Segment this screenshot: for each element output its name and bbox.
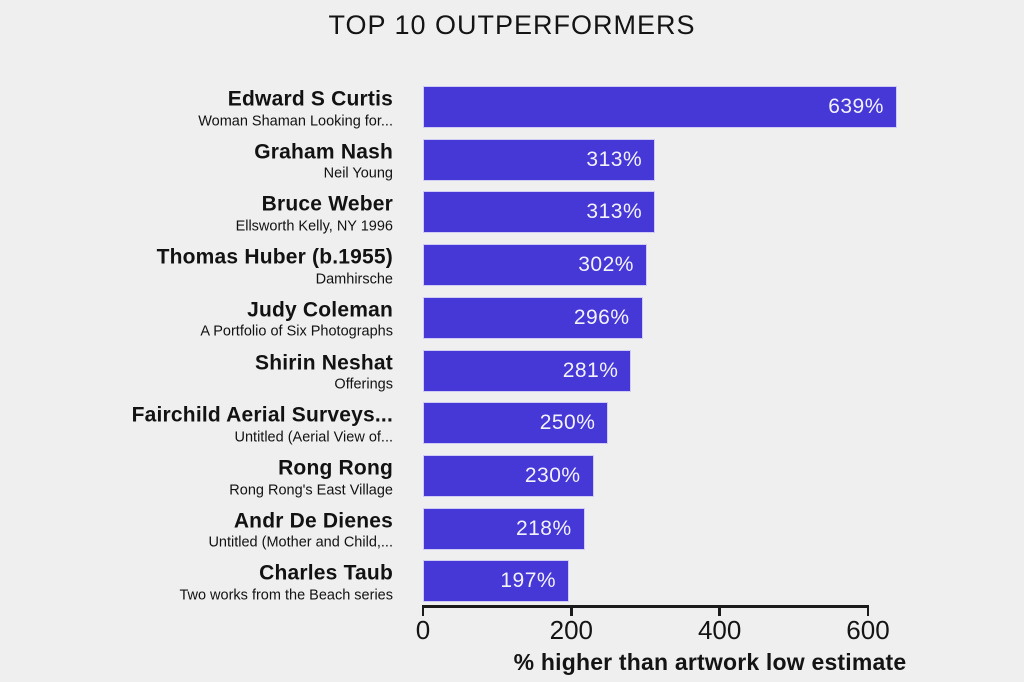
bar-value-label: 218%: [515, 516, 572, 540]
bar: 313%: [423, 191, 656, 234]
bar-row: Shirin Neshat Offerings 281%: [0, 349, 1024, 393]
bar-row: Graham Nash Neil Young 313%: [0, 138, 1024, 182]
x-axis-line: [421, 605, 870, 608]
bar-value-label: 296%: [573, 305, 630, 329]
category-label: Judy Coleman A Portfolio of Six Photograp…: [13, 298, 393, 340]
bar-row: Thomas Huber (b.1955) Damhirsche 302%: [0, 244, 1024, 288]
category-label: Charles Taub Two works from the Beach ser…: [13, 562, 393, 604]
x-axis-tick-mark: [718, 605, 721, 616]
bar-row: Bruce Weber Ellsworth Kelly, NY 1996 313%: [0, 191, 1024, 235]
bar-value-label: 639%: [828, 95, 884, 118]
x-axis-tick-label: 400: [697, 615, 742, 645]
category-label: Rong Rong Rong Rong's East Village: [13, 457, 393, 499]
x-axis-tick-mark: [421, 605, 425, 616]
category-label: Shirin Neshat Offerings: [13, 351, 393, 393]
bar-value-label: 197%: [500, 569, 557, 593]
category-label: Graham Nash Neil Young: [13, 140, 393, 182]
artist-name: Andr De Dienes: [233, 509, 393, 533]
artist-name: Charles Taub: [259, 562, 393, 586]
bar-row: Charles Taub Two works from the Beach ser…: [0, 560, 1024, 604]
x-axis-tick-label: 200: [549, 615, 594, 645]
artist-name: Bruce Weber: [261, 193, 393, 217]
artist-name: Graham Nash: [254, 140, 393, 164]
bar: 296%: [423, 296, 643, 339]
artwork-title: Neil Young: [323, 165, 393, 182]
bar-row: Fairchild Aerial Surveys... Untitled (Aer…: [0, 402, 1024, 446]
bar: 302%: [423, 244, 647, 287]
category-label: Andr De Dienes Untitled (Mother and Child…: [13, 509, 393, 551]
x-axis-label: % higher than artwork low estimate: [513, 649, 907, 675]
bar-row: Judy Coleman A Portfolio of Six Photograp…: [0, 296, 1024, 340]
bar-row: Andr De Dienes Untitled (Mother and Child…: [0, 507, 1024, 551]
artwork-title: Offerings: [334, 376, 393, 393]
x-axis-tick-mark: [866, 605, 870, 616]
bar: 197%: [423, 560, 570, 603]
bar-row: Edward S Curtis Woman Shaman Looking for.…: [0, 86, 1024, 130]
artwork-title: Untitled (Aerial View of...: [234, 429, 394, 446]
chart-title: TOP 10 OUTPERFORMERS: [328, 10, 696, 40]
category-label: Edward S Curtis Woman Shaman Looking for.…: [13, 88, 393, 130]
category-label: Fairchild Aerial Surveys... Untitled (Aer…: [13, 404, 393, 446]
category-label: Thomas Huber (b.1955) Damhirsche: [13, 246, 393, 288]
bar: 313%: [423, 138, 656, 181]
artwork-title: Ellsworth Kelly, NY 1996: [235, 218, 393, 235]
artist-name: Judy Coleman: [247, 298, 393, 322]
artist-name: Rong Rong: [278, 456, 393, 480]
bar-value-label: 230%: [524, 464, 581, 488]
category-label: Bruce Weber Ellsworth Kelly, NY 1996: [13, 193, 393, 235]
artwork-title: Woman Shaman Looking for...: [198, 113, 393, 130]
artwork-title: A Portfolio of Six Photographs: [200, 323, 393, 340]
artwork-title: Damhirsche: [315, 271, 393, 288]
bar-value-label: 313%: [586, 147, 643, 171]
bar-value-label: 302%: [578, 253, 634, 277]
artist-name: Shirin Neshat: [255, 351, 393, 375]
artist-name: Thomas Huber (b.1955): [156, 245, 393, 269]
bar: 230%: [423, 455, 594, 498]
bar-row: Rong Rong Rong Rong's East Village 230%: [0, 455, 1024, 499]
artwork-title: Rong Rong's East Village: [229, 482, 393, 499]
bar: 250%: [423, 402, 609, 445]
x-axis-tick-mark: [570, 605, 573, 616]
artwork-title: Untitled (Mother and Child,...: [208, 534, 393, 551]
bar: 218%: [423, 507, 585, 550]
x-axis-tick-label: 600: [846, 615, 890, 645]
bar-value-label: 250%: [539, 411, 596, 435]
bar: 639%: [423, 86, 897, 128]
bar: 281%: [423, 349, 632, 392]
bar-value-label: 313%: [586, 200, 643, 224]
artwork-title: Two works from the Beach series: [179, 587, 393, 604]
artist-name: Edward S Curtis: [227, 87, 393, 111]
x-axis-tick-label: 0: [415, 615, 431, 645]
artist-name: Fairchild Aerial Surveys...: [131, 403, 393, 427]
bar-value-label: 281%: [562, 358, 619, 382]
